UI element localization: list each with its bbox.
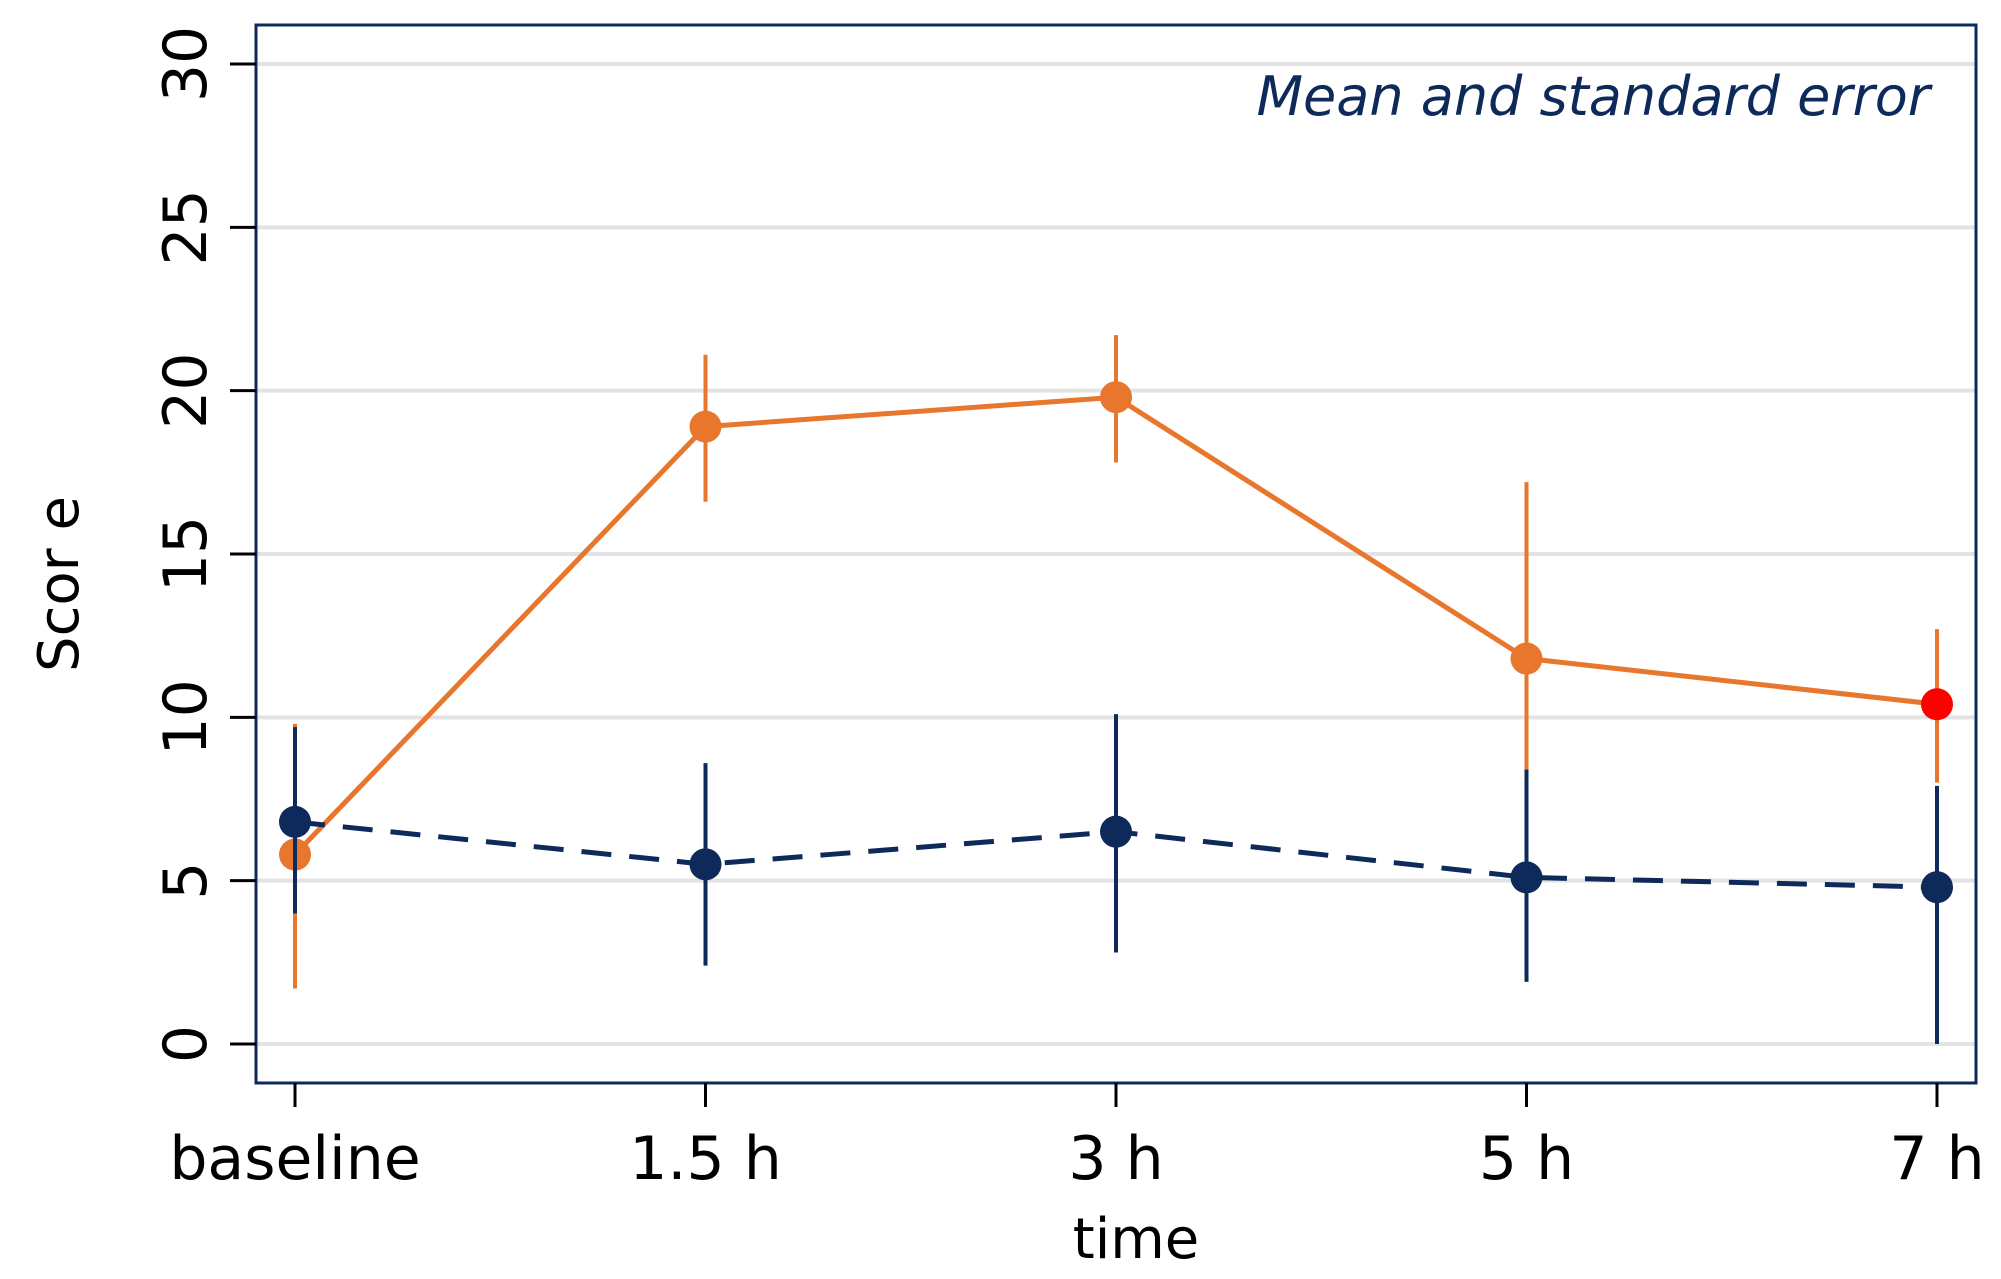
data-point bbox=[1921, 688, 1953, 721]
x-axis: baseline 1.5 h 3 h 5 h 7 h bbox=[169, 1083, 1985, 1194]
data-point bbox=[1510, 642, 1543, 675]
series-layer bbox=[279, 335, 1953, 1044]
data-point bbox=[1921, 871, 1953, 904]
y-tick-label: 5 bbox=[151, 862, 221, 900]
y-tick-label: 15 bbox=[151, 516, 221, 592]
data-point bbox=[279, 805, 311, 838]
data-point bbox=[689, 410, 722, 443]
y-axis: 0 5 10 15 20 25 30 bbox=[151, 26, 256, 1063]
x-tick-label: 3 h bbox=[1068, 1124, 1163, 1194]
x-tick-label: baseline bbox=[169, 1124, 420, 1194]
series-0 bbox=[279, 335, 1953, 989]
y-tick-label: 0 bbox=[151, 1025, 221, 1063]
x-tick-label: 5 h bbox=[1479, 1124, 1574, 1194]
x-tick-label: 1.5 h bbox=[629, 1124, 782, 1194]
data-point bbox=[689, 848, 722, 881]
x-tick-label: 7 h bbox=[1889, 1124, 1984, 1194]
y-tick-label: 30 bbox=[151, 26, 221, 102]
data-point bbox=[1510, 861, 1543, 894]
y-tick-label: 10 bbox=[151, 679, 221, 755]
data-point bbox=[1100, 815, 1132, 848]
y-tick-label: 25 bbox=[151, 189, 221, 265]
series-1 bbox=[279, 714, 1953, 1044]
chart-annotation: Mean and standard error bbox=[1256, 65, 1932, 128]
data-point bbox=[1100, 381, 1132, 414]
x-axis-title: time bbox=[1073, 1207, 1200, 1272]
y-tick-label: 20 bbox=[151, 352, 221, 428]
y-axis-title: Scor e bbox=[27, 496, 92, 672]
